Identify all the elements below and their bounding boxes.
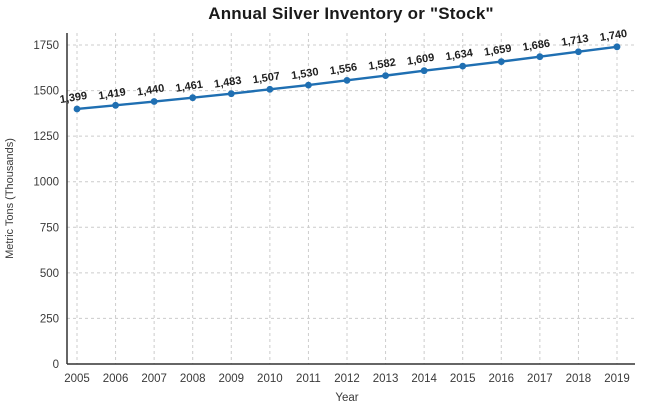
data-point (343, 76, 351, 84)
x-tick-label: 2008 (180, 373, 206, 385)
y-tick-label: 1000 (33, 177, 59, 189)
y-tick-label: 750 (40, 222, 59, 234)
data-point (266, 85, 274, 93)
y-tick-label: 1250 (33, 131, 59, 143)
y-tick-label: 250 (40, 313, 59, 325)
y-tick-label: 1750 (33, 40, 59, 52)
data-point (497, 58, 505, 65)
data-point-label: 1,461 (175, 79, 204, 95)
data-point (459, 62, 467, 70)
data-point-label: 1,609 (406, 52, 435, 68)
x-tick-label: 2017 (527, 373, 553, 385)
data-point-label: 1,556 (329, 61, 358, 77)
data-point (420, 67, 428, 75)
data-point (150, 98, 158, 105)
data-point (613, 43, 621, 51)
x-tick-label: 2006 (103, 373, 129, 385)
data-point-label: 1,483 (213, 75, 242, 91)
y-axis-title: Metric Tons (Thousands) (4, 138, 16, 259)
data-point (227, 90, 235, 98)
y-tick-label: 500 (40, 268, 59, 280)
x-tick-label: 2018 (566, 373, 592, 385)
data-point-label: 1,399 (59, 90, 88, 106)
x-tick-label: 2016 (488, 373, 514, 385)
x-axis-title: Year (335, 392, 358, 404)
data-point (536, 53, 544, 61)
data-point-label: 1,713 (560, 33, 589, 49)
data-point-label: 1,530 (290, 66, 319, 82)
x-tick-label: 2014 (411, 373, 437, 385)
data-point (382, 72, 389, 80)
data-point-label: 1,634 (445, 47, 475, 63)
x-tick-label: 2013 (373, 373, 399, 385)
x-tick-label: 2015 (450, 373, 476, 385)
data-point-label: 1,659 (483, 43, 512, 59)
data-point-label: 1,686 (522, 38, 551, 54)
data-point-label: 1,507 (252, 70, 281, 86)
data-point-label: 1,440 (136, 82, 165, 98)
x-tick-label: 2019 (604, 373, 630, 385)
data-point (575, 48, 582, 56)
data-point-label: 1,582 (368, 57, 397, 73)
y-tick-label: 0 (53, 359, 59, 371)
data-point (189, 94, 197, 102)
x-tick-label: 2012 (334, 373, 360, 385)
x-tick-label: 2005 (64, 373, 90, 385)
y-tick-label: 1500 (33, 86, 59, 98)
data-point (305, 81, 312, 89)
chart-title: Annual Silver Inventory or "Stock" (208, 4, 494, 23)
data-point (112, 101, 119, 109)
data-point-label: 1,419 (98, 86, 127, 102)
data-point-label: 1,740 (599, 28, 628, 44)
x-tick-label: 2007 (141, 373, 167, 385)
x-tick-label: 2011 (296, 373, 321, 385)
data-point (73, 105, 81, 113)
x-tick-label: 2009 (218, 373, 244, 385)
x-tick-label: 2010 (257, 373, 283, 385)
